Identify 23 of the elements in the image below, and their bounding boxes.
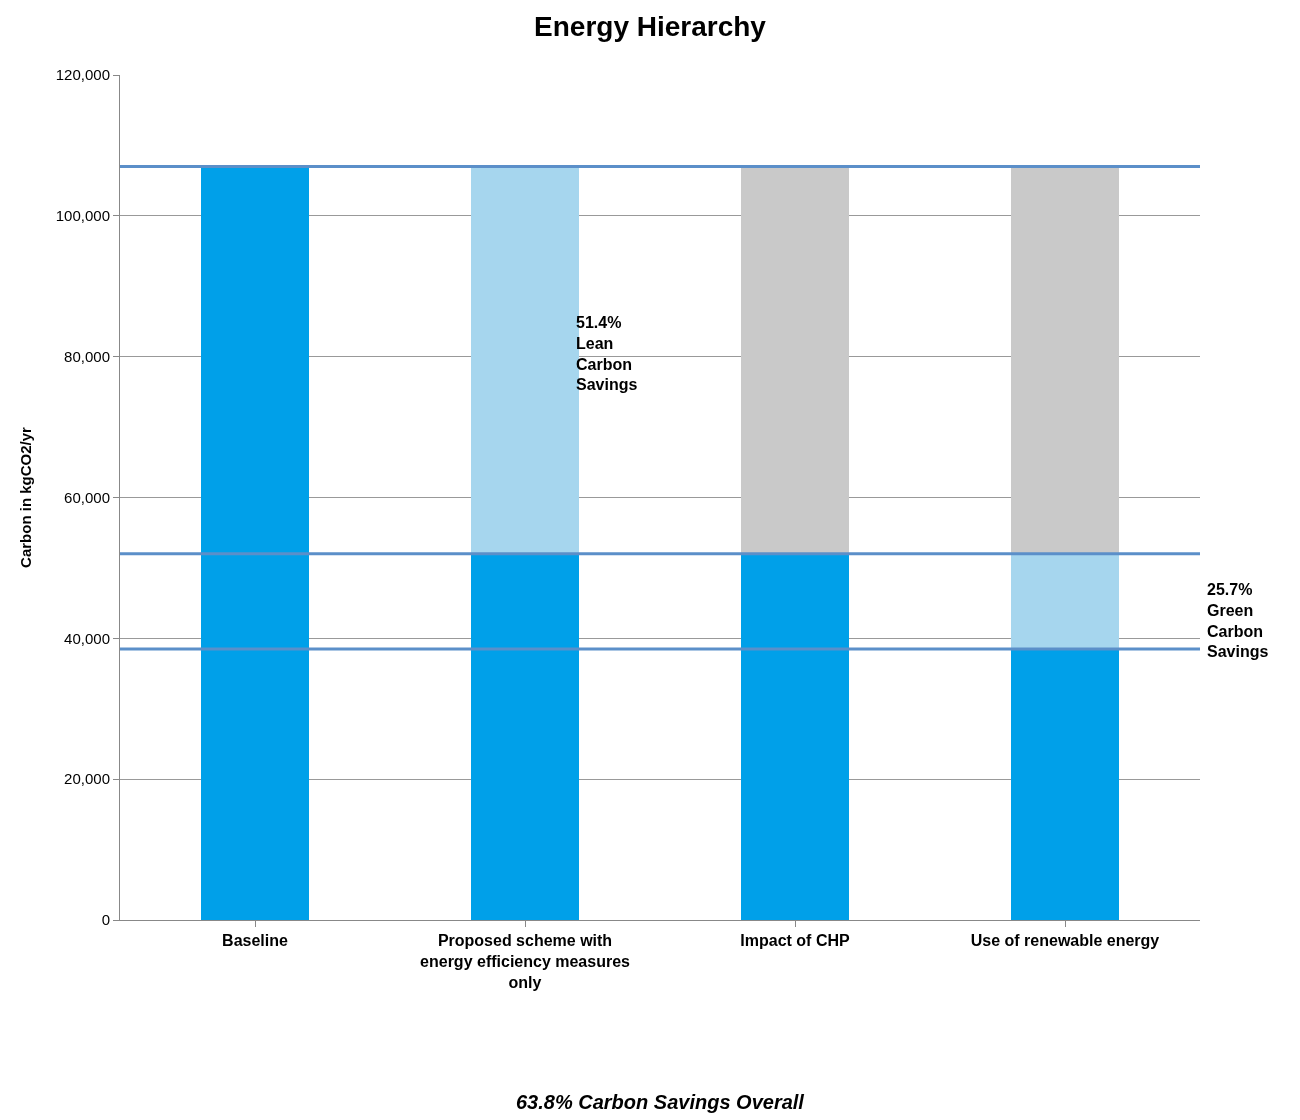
bar	[1011, 166, 1119, 554]
text: 63.8% Carbon Savings Overall	[516, 1091, 805, 1113]
y-tick-label: 20,000	[64, 770, 110, 788]
bar	[741, 553, 849, 920]
text: 25.7% Green Carbon Savings	[1207, 581, 1269, 661]
y-tick-label: 40,000	[64, 629, 110, 647]
bar	[471, 553, 579, 920]
y-tick-label: 80,000	[64, 347, 110, 365]
y-tick-label: 60,000	[64, 488, 110, 506]
y-tick-label: 100,000	[55, 207, 110, 225]
bar	[201, 166, 309, 920]
y-tick-label: 120,000	[55, 66, 110, 84]
bar	[1011, 648, 1119, 920]
annotation: 51.4% Lean Carbon Savings	[576, 314, 638, 394]
x-tick-label: Proposed scheme with energy efficiency measures only	[420, 932, 631, 991]
y-tick-label: 0	[101, 911, 110, 929]
x-tick-label: Baseline	[222, 932, 289, 950]
bar	[1011, 553, 1119, 649]
chart-title: Energy Hierarchy	[534, 11, 767, 43]
x-tick-label: Impact of CHP	[740, 932, 850, 950]
x-tick-label: Use of renewable energy	[970, 932, 1160, 950]
bar	[741, 166, 849, 554]
y-axis-title: Carbon in kgCO2/yr	[17, 426, 35, 568]
